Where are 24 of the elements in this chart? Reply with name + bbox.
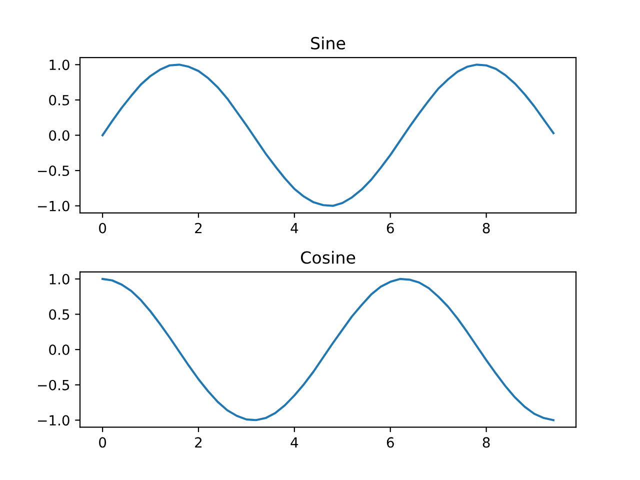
y-tick-label: −1.0 <box>38 200 70 212</box>
x-tick-label: 6 <box>386 437 394 448</box>
y-tick-label: 1.0 <box>50 274 70 284</box>
x-tick-label: 2 <box>195 437 202 448</box>
x-tick-label: 8 <box>482 222 490 234</box>
y-tick-label: −0.5 <box>38 380 70 390</box>
x-tick-label: 4 <box>290 437 298 448</box>
x-tick-label: 0 <box>99 437 106 448</box>
y-tick-label: −0.5 <box>38 166 70 176</box>
y-tick-label: 0.0 <box>49 130 70 141</box>
chart-title: Cosine <box>300 250 356 264</box>
x-tick-label: 6 <box>386 222 394 234</box>
x-tick-label: 2 <box>195 222 202 234</box>
x-tick-label: 0 <box>99 222 106 234</box>
chart-title: Sine <box>311 36 346 50</box>
y-tick-label: −1.0 <box>38 415 70 426</box>
line-series <box>102 278 554 422</box>
line-series <box>102 64 554 207</box>
y-tick-label: 0.5 <box>49 94 70 106</box>
y-tick-label: 0.0 <box>49 344 70 356</box>
x-tick-label: 4 <box>290 223 298 234</box>
y-tick-label: 1.0 <box>50 60 70 70</box>
x-tick-label: 8 <box>482 437 490 448</box>
y-tick-label: 0.5 <box>49 309 70 320</box>
